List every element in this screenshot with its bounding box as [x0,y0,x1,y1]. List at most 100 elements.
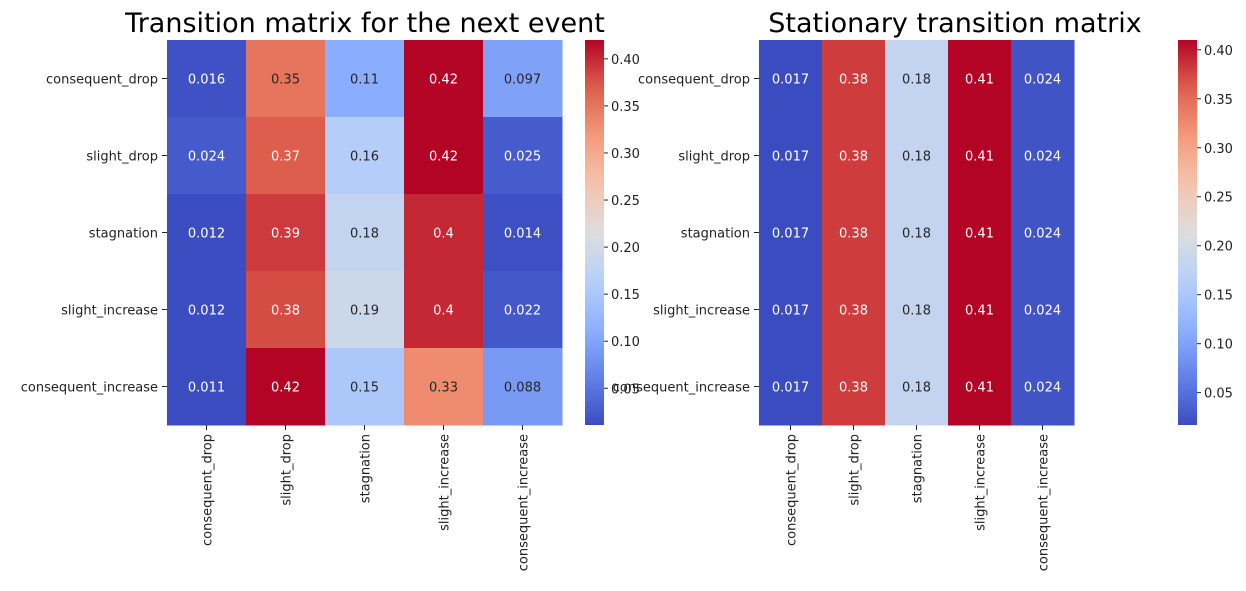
heatmap-cell [325,40,405,118]
cell-value-label: 0.42 [271,381,300,396]
colorbar-tick-label: 0.25 [611,194,640,209]
cell-value-label: 0.18 [902,73,931,88]
heatmap-cell [948,117,1012,195]
colorbar-tick-label: 0.15 [611,288,640,303]
y-tick-label: stagnation [89,227,158,242]
y-tick-label: consequent_increase [613,381,750,396]
cell-value-label: 0.15 [350,381,379,396]
heatmap-cell [325,348,405,426]
heatmap-cell [885,271,949,349]
heatmap-cell [404,271,484,349]
heatmap-cell [885,117,949,195]
heatmap-cell [885,194,949,272]
heatmap-cell [483,348,563,426]
chart-title: Stationary transition matrix [768,8,1141,39]
heatmap-1: Transition matrix for the next event 0.01… [21,8,640,571]
cell-value-label: 0.41 [965,150,994,165]
colorbar-tick-label: 0.35 [1204,93,1233,108]
cell-value-label: 0.38 [839,150,868,165]
heatmap-cell [822,117,886,195]
heatmap-cell [822,194,886,272]
heatmap-cell [246,271,326,349]
y-tick-label: slight_increase [653,304,750,319]
heatmap-cell [759,348,823,426]
cell-value-label: 0.017 [772,73,809,88]
cell-value-label: 0.42 [429,150,458,165]
heatmap-cell [483,271,563,349]
cell-value-label: 0.022 [504,304,541,319]
heatmap-cell [404,40,484,118]
heatmap-cell [246,348,326,426]
cell-value-label: 0.18 [350,227,379,242]
heatmap-cell [1011,348,1075,426]
cell-value-label: 0.024 [1024,150,1061,165]
heatmap-cell [246,117,326,195]
cell-value-label: 0.37 [271,150,300,165]
heatmap-cell [483,117,563,195]
heatmap-cell [759,117,823,195]
heatmap-cell [1011,40,1075,118]
cell-value-label: 0.42 [429,73,458,88]
heatmap-cell [1011,194,1075,272]
colorbar-tick-label: 0.35 [611,100,640,115]
cell-value-label: 0.11 [350,73,379,88]
y-tick-label: slight_drop [86,150,158,165]
heatmap-cell [483,194,563,272]
heatmap-cell [948,40,1012,118]
cell-value-label: 0.012 [188,304,225,319]
x-tick-label: stagnation [359,434,374,503]
cell-value-label: 0.017 [772,227,809,242]
colorbar-tick-label: 0.05 [611,382,640,397]
cell-value-label: 0.097 [504,73,541,88]
colorbar-tick-label: 0.20 [611,241,640,256]
heatmap-cell [759,40,823,118]
cell-value-label: 0.017 [772,150,809,165]
cell-value-label: 0.012 [188,227,225,242]
colorbar-tick-label: 0.20 [1204,240,1233,255]
cell-value-label: 0.4 [433,304,454,319]
heatmap-cell [822,271,886,349]
colorbar [585,40,604,425]
cell-value-label: 0.014 [504,227,541,242]
heatmap-cell [1011,117,1075,195]
x-tick-label: consequent_increase [517,434,532,571]
chart-title: Transition matrix for the next event [124,8,605,39]
y-tick-label: consequent_increase [21,381,158,396]
cell-value-label: 0.011 [188,381,225,396]
colorbar-tick-label: 0.05 [1204,387,1233,402]
heatmap-cell [246,40,326,118]
cell-value-label: 0.017 [772,304,809,319]
cell-value-label: 0.024 [1024,227,1061,242]
x-tick-label: slight_drop [280,434,295,506]
y-tick-label: slight_drop [678,150,750,165]
x-tick-label: consequent_drop [201,434,216,546]
heatmap-cell [404,348,484,426]
heatmap-cell [759,194,823,272]
heatmap-cell [948,348,1012,426]
cell-value-label: 0.41 [965,304,994,319]
cell-value-label: 0.38 [839,381,868,396]
x-tick-label: consequent_increase [1037,434,1052,571]
colorbar-tick-label: 0.10 [1204,338,1233,353]
cell-value-label: 0.025 [504,150,541,165]
cell-value-label: 0.18 [902,227,931,242]
cell-value-label: 0.38 [271,304,300,319]
cell-value-label: 0.024 [1024,381,1061,396]
colorbar-tick-label: 0.40 [1204,44,1233,59]
colorbar [1178,40,1197,425]
y-tick-label: slight_increase [61,304,158,319]
cell-value-label: 0.41 [965,73,994,88]
heatmap-cell [167,194,247,272]
cell-value-label: 0.024 [188,150,225,165]
colorbar-tick-label: 0.30 [611,147,640,162]
heatmap-cell [822,40,886,118]
y-tick-label: consequent_drop [638,73,750,88]
cell-value-label: 0.41 [965,381,994,396]
colorbar-tick-label: 0.40 [611,53,640,68]
heatmap-cell [246,194,326,272]
heatmap-cell [483,40,563,118]
cell-value-label: 0.41 [965,227,994,242]
heatmap-cell [1011,271,1075,349]
colorbar-tick-label: 0.15 [1204,289,1233,304]
